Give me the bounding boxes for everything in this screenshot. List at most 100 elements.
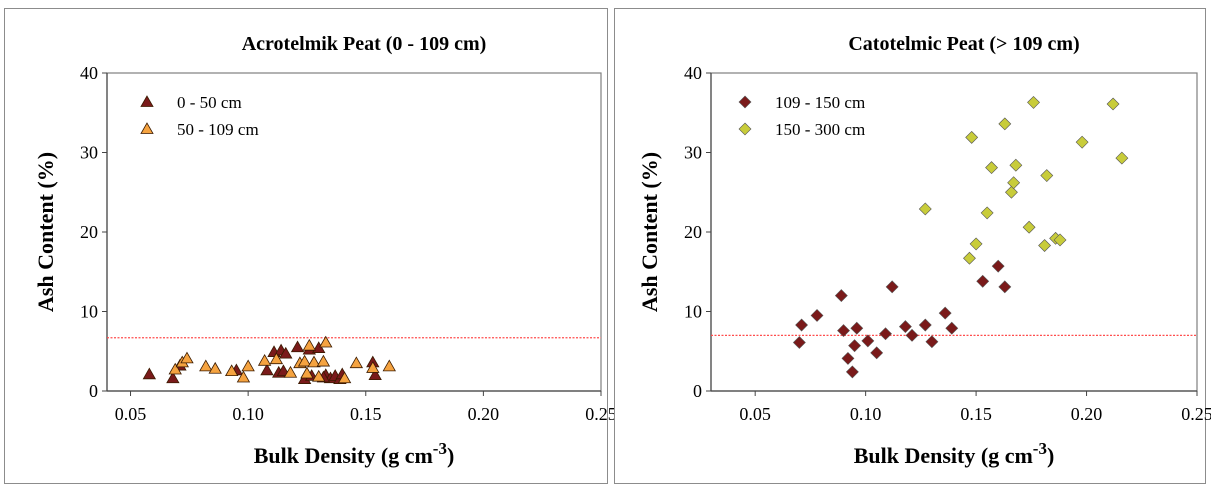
data-point (905, 328, 919, 342)
data-point (845, 365, 859, 379)
data-point (349, 356, 364, 369)
series-0 (792, 259, 1012, 379)
series-1 (918, 95, 1129, 265)
data-point (1075, 135, 1089, 149)
data-point (1115, 151, 1129, 165)
chart-panel-acrotelmic: Acrotelmik Peat (0 - 109 cm) 0 10 20 30 40 0.0… (4, 8, 617, 484)
chart-acrotelmic: Acrotelmik Peat (0 - 109 cm) 0 10 20 30 40 0.0… (33, 33, 617, 468)
data-point (260, 363, 274, 376)
series-0 (142, 340, 382, 384)
data-point (879, 327, 892, 341)
data-point (841, 351, 855, 365)
data-point (976, 274, 990, 288)
data-point (991, 259, 1005, 273)
data-point (834, 289, 848, 303)
data-point (837, 324, 850, 338)
data-point (241, 359, 255, 372)
y-tick-label: 10 (684, 302, 702, 322)
data-point (236, 370, 251, 383)
legend-label: 150 - 300 cm (775, 120, 865, 139)
data-point (918, 318, 932, 332)
data-point (302, 338, 316, 351)
y-tick-label: 0 (693, 381, 702, 401)
data-point (276, 364, 291, 377)
data-point (898, 320, 912, 334)
data-point (1038, 239, 1051, 252)
data-point (985, 161, 998, 175)
y-tick-label: 30 (684, 143, 702, 163)
legend-marker (738, 122, 752, 136)
data-point (980, 206, 994, 220)
legend-label: 109 - 150 cm (775, 93, 865, 112)
chart-title: Acrotelmik Peat (0 - 109 cm) (242, 33, 487, 55)
data-point (180, 351, 194, 364)
data-point (1106, 97, 1120, 111)
series-1 (168, 335, 396, 384)
data-point (307, 355, 321, 368)
x-tick-label: 0.05 (739, 404, 771, 424)
chart-panel-catotelmic: Catotelmic Peat (> 109 cm) 0 10 20 30 40 0.05 0… (614, 8, 1211, 484)
data-point (998, 280, 1012, 294)
chart-title: Catotelmic Peat (> 109 cm) (848, 33, 1079, 55)
data-point (1022, 220, 1036, 234)
data-point (925, 335, 939, 349)
data-point (300, 366, 314, 379)
x-tick-label: 0.05 (115, 404, 147, 424)
data-point (208, 361, 222, 374)
y-tick-label: 0 (89, 381, 98, 401)
legend-marker (140, 95, 154, 107)
data-point (938, 306, 952, 320)
data-point (1027, 95, 1040, 109)
data-point (870, 346, 884, 360)
data-point (810, 309, 824, 322)
x-tick-label: 0.25 (585, 404, 617, 424)
data-point (795, 318, 808, 332)
data-point (861, 334, 875, 348)
x-tick-label: 0.10 (232, 404, 264, 424)
data-point (969, 237, 983, 251)
x-axis-label: Bulk Density (g cm-3) (854, 439, 1055, 468)
data-point (283, 365, 298, 378)
data-point (368, 368, 382, 381)
legend-label: 50 - 109 cm (177, 120, 259, 139)
data-point (297, 354, 312, 367)
y-tick-label: 30 (80, 143, 98, 163)
data-point (166, 371, 180, 384)
data-point (1007, 176, 1021, 190)
y-tick-label: 20 (684, 222, 702, 242)
data-point (312, 369, 326, 382)
y-tick-label: 40 (80, 63, 98, 83)
data-point (269, 352, 284, 365)
y-tick-label: 10 (80, 302, 98, 322)
x-tick-label: 0.15 (960, 404, 992, 424)
data-point (316, 354, 331, 367)
data-point (199, 359, 213, 372)
y-tick-label: 20 (80, 222, 98, 242)
data-point (963, 251, 976, 265)
x-tick-label: 0.20 (1071, 404, 1103, 424)
data-point (257, 353, 272, 366)
data-point (366, 361, 380, 373)
data-point (168, 362, 182, 375)
data-point (918, 202, 932, 216)
data-point (142, 367, 157, 380)
legend-marker (738, 95, 752, 109)
data-point (792, 336, 806, 349)
data-point (290, 340, 305, 353)
x-tick-label: 0.20 (468, 404, 500, 424)
data-point (848, 339, 862, 353)
x-tick-label: 0.10 (850, 404, 882, 424)
data-point (1005, 185, 1018, 199)
data-point (850, 321, 864, 335)
data-point (382, 359, 396, 372)
y-axis-label: Ash Content (%) (33, 152, 58, 312)
x-tick-label: 0.25 (1181, 404, 1211, 424)
data-point (337, 371, 352, 384)
data-point (1009, 158, 1023, 172)
data-point (224, 364, 239, 377)
chart-catotelmic: Catotelmic Peat (> 109 cm) 0 10 20 30 40 0.05 0… (637, 33, 1211, 468)
x-tick-label: 0.15 (350, 404, 382, 424)
legend-label: 0 - 50 cm (177, 93, 242, 112)
x-axis-label: Bulk Density (g cm-3) (254, 439, 455, 468)
data-point (885, 280, 899, 294)
